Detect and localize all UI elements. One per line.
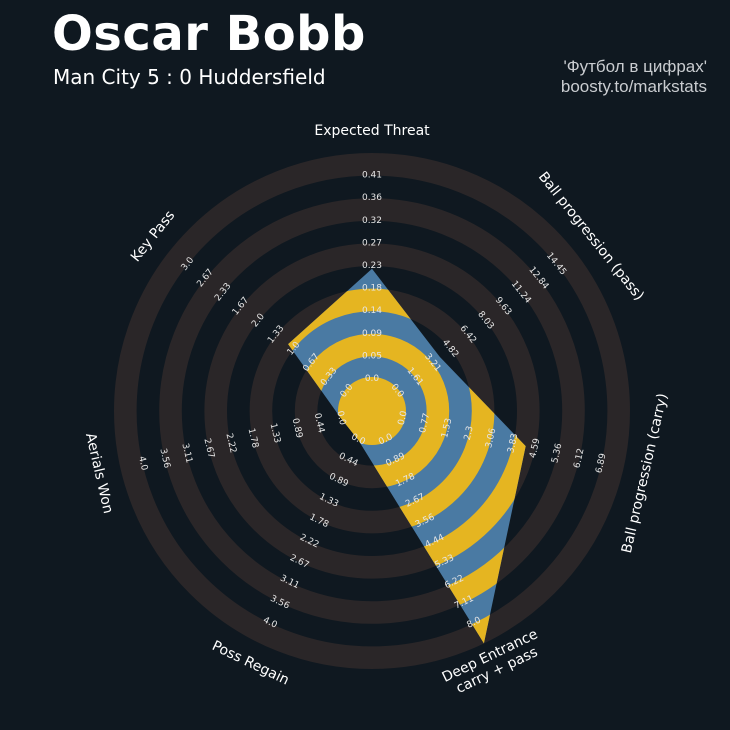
radar-tick-label: 6.89 [594, 452, 608, 474]
radar-center-disc [338, 377, 406, 445]
radar-tick-label: 3.11 [179, 442, 193, 464]
radar-ring-band [159, 198, 585, 624]
radar-tick-label: 1.33 [268, 422, 282, 444]
radar-tick-label: 5.36 [550, 442, 564, 464]
radar-parameter-label: Aerials Won [82, 431, 116, 515]
credit-line-2: boosty.to/markstats [560, 77, 707, 96]
radar-tick-label: 0.36 [362, 193, 382, 203]
radar-tick-label: 0.41 [362, 171, 382, 181]
radar-tick-label: 0.27 [362, 238, 382, 248]
radar-tick-label: 0.18 [362, 284, 382, 294]
radar-parameter-label: Expected Threat [314, 123, 430, 139]
radar-tick-label: 2.3 [463, 425, 476, 441]
radar-ring-band [204, 243, 540, 579]
credit-line-1: 'Футбол в цифрах' [563, 57, 707, 76]
player-name-title: Oscar Bobb [52, 6, 366, 62]
radar-tick-label: 0.0 [334, 410, 347, 426]
radar-tick-label: 0.0 [397, 410, 410, 426]
radar-tick-label: 3.83 [506, 432, 520, 454]
match-subtitle: Man City 5 : 0 Huddersfield [53, 65, 326, 89]
radar-ring-band [114, 153, 630, 669]
radar-tick-label: 0.09 [362, 329, 382, 339]
radar-tick-label: 0.0 [365, 374, 380, 384]
radar-tick-label: 3.06 [484, 427, 498, 449]
radar-tick-label: 0.23 [362, 261, 382, 271]
radar-parameter-label-line: Expected Threat [314, 123, 430, 139]
radar-tick-label: 2.22 [223, 432, 237, 454]
radar-tick-label: 0.32 [362, 216, 382, 226]
radar-tick-label: 3.56 [157, 448, 171, 470]
radar-tick-label: 0.05 [362, 351, 382, 361]
radar-tick-label: 4.59 [528, 437, 542, 459]
radar-tick-label: 0.14 [362, 306, 382, 316]
radar-tick-label: 2.67 [201, 437, 215, 459]
radar-parameter-label-line: Aerials Won [82, 431, 116, 515]
radar-tick-label: 1.53 [440, 417, 454, 439]
radar-tick-label: 0.77 [418, 412, 432, 434]
radar-tick-label: 0.89 [290, 417, 304, 439]
radar-tick-label: 0.44 [312, 412, 326, 434]
radar-tick-label: 6.12 [572, 448, 586, 470]
radar-tick-label: 4.0 [136, 455, 149, 471]
radar-tick-label: 1.78 [246, 427, 260, 449]
